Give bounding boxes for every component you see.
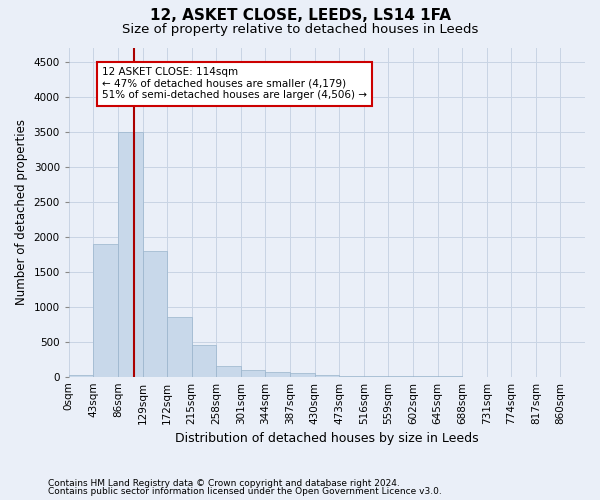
- X-axis label: Distribution of detached houses by size in Leeds: Distribution of detached houses by size …: [175, 432, 479, 445]
- Bar: [314, 374, 339, 376]
- Bar: [192, 345, 217, 376]
- Bar: [118, 132, 143, 376]
- Text: 12 ASKET CLOSE: 114sqm
← 47% of detached houses are smaller (4,179)
51% of semi-: 12 ASKET CLOSE: 114sqm ← 47% of detached…: [102, 67, 367, 100]
- Y-axis label: Number of detached properties: Number of detached properties: [15, 119, 28, 305]
- Bar: [290, 373, 314, 376]
- Text: Contains public sector information licensed under the Open Government Licence v3: Contains public sector information licen…: [48, 487, 442, 496]
- Bar: [217, 366, 241, 376]
- Bar: [265, 372, 290, 376]
- Bar: [167, 317, 192, 376]
- Bar: [94, 244, 118, 376]
- Bar: [241, 370, 265, 376]
- Bar: [69, 374, 94, 376]
- Text: 12, ASKET CLOSE, LEEDS, LS14 1FA: 12, ASKET CLOSE, LEEDS, LS14 1FA: [149, 8, 451, 22]
- Text: Contains HM Land Registry data © Crown copyright and database right 2024.: Contains HM Land Registry data © Crown c…: [48, 478, 400, 488]
- Text: Size of property relative to detached houses in Leeds: Size of property relative to detached ho…: [122, 22, 478, 36]
- Bar: [143, 250, 167, 376]
